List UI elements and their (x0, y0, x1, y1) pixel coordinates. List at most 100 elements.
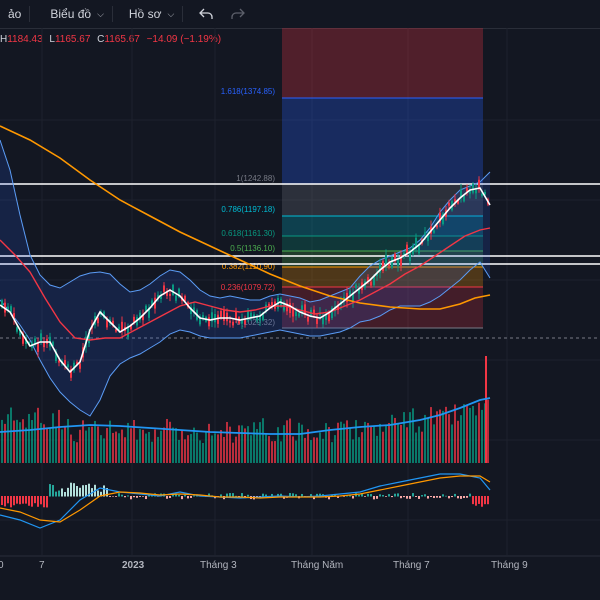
candle-body (259, 316, 261, 321)
low-label: L (49, 34, 55, 45)
macd-bar (151, 495, 153, 497)
volume-bar (202, 442, 204, 463)
macd-bar (184, 494, 186, 497)
candle-body (394, 253, 396, 262)
volume-bar (49, 427, 51, 463)
macd-bar (1, 496, 3, 506)
volume-bar (355, 420, 357, 463)
close-label: C (97, 34, 105, 45)
volume-bar (196, 432, 198, 463)
volume-bar (358, 437, 360, 463)
candle-body (481, 193, 483, 196)
macd-bar (220, 494, 222, 497)
volume-bar (481, 409, 483, 463)
volume-bar (304, 437, 306, 463)
candle-body (301, 305, 303, 313)
volume-bar (151, 441, 153, 463)
macd-bar (40, 496, 42, 505)
volume-bar (409, 412, 411, 463)
candle-body (373, 276, 375, 286)
volume-bar (352, 439, 354, 463)
macd-bar (58, 490, 60, 497)
volume-bar (31, 420, 33, 463)
fib-label-1: 1(1242.88) (236, 174, 275, 183)
candle-body (286, 303, 288, 312)
fib-zone-top (282, 28, 483, 98)
macd-bar (469, 493, 471, 497)
macd-bar (460, 496, 462, 499)
volume-bar (112, 432, 114, 463)
macd-bar (382, 494, 384, 497)
volume-bar (244, 428, 246, 463)
volume-bar (469, 407, 471, 463)
candle-body (133, 316, 135, 322)
volume-bar (274, 441, 276, 463)
volume-bar (169, 421, 171, 463)
time-label-thang-3: Tháng 3 (200, 560, 237, 571)
macd-bar (121, 494, 123, 497)
volume-bar (157, 436, 159, 463)
candle-body (202, 315, 204, 318)
partial-menu-button[interactable]: ảo (0, 0, 29, 28)
fib-label-0786: 0.786(1197.18) (221, 205, 275, 214)
macd-bar (85, 484, 87, 497)
macd-bar (265, 494, 267, 497)
candle-body (358, 289, 360, 294)
macd-bar (361, 493, 363, 497)
candle-body (73, 362, 75, 371)
macd-bar (364, 496, 366, 497)
volume-bar (310, 440, 312, 463)
chart-menu-button[interactable]: Biểu đồ ⌵ (30, 0, 112, 28)
volume-bar (418, 426, 420, 463)
volume-bar (19, 422, 21, 463)
candle-body (232, 321, 234, 326)
macd-bar (28, 496, 30, 506)
undo-icon (199, 8, 213, 19)
candle-body (169, 293, 171, 296)
candle-body (442, 213, 444, 225)
macd-bar (61, 488, 63, 497)
redo-button[interactable] (223, 0, 253, 28)
macd-bar (472, 496, 474, 505)
volume-bar (485, 356, 487, 463)
fib-label-0236: 0.236(1079.72) (221, 283, 276, 292)
time-axis[interactable]: 0 7 2023 Tháng 3 Tháng Năm Tháng 7 Tháng… (0, 560, 528, 571)
volume-bar (247, 426, 249, 463)
profile-menu-button[interactable]: Hồ sơ ⌵ (113, 0, 182, 28)
fib-label-0618: 0.618(1161.30) (221, 229, 275, 238)
macd-bar (271, 493, 273, 497)
volume-bar (475, 415, 477, 463)
volume-bar (361, 432, 363, 463)
volume-bar (1, 419, 3, 463)
volume-bar (70, 434, 72, 463)
candle-body (37, 343, 39, 352)
macd-bar (427, 496, 429, 499)
candle-body (268, 303, 270, 308)
macd-bar (331, 495, 333, 497)
macd-bar (433, 496, 435, 499)
macd-bar (187, 496, 189, 499)
volume-bar (250, 435, 252, 463)
candle-body (235, 311, 237, 319)
time-label-0: 0 (0, 560, 4, 571)
volume-bar (106, 428, 108, 463)
macd-bar (292, 493, 294, 497)
candle-body (211, 312, 213, 322)
candle-body (370, 281, 372, 286)
volume-bar (76, 442, 78, 463)
undo-button[interactable] (183, 0, 223, 28)
macd-bar (367, 493, 369, 497)
macd-bar (373, 496, 375, 500)
redo-icon (231, 8, 246, 19)
volume-bar (307, 429, 309, 463)
candle-body (166, 291, 168, 296)
candle-body (298, 313, 300, 317)
candle-body (178, 288, 180, 298)
volume-bar (166, 418, 168, 463)
macd-bar (109, 496, 111, 497)
volume-bar (289, 418, 291, 463)
horizontal-lines[interactable] (0, 183, 600, 265)
time-label-thang-9: Tháng 9 (491, 560, 528, 571)
candle-body (121, 321, 123, 331)
